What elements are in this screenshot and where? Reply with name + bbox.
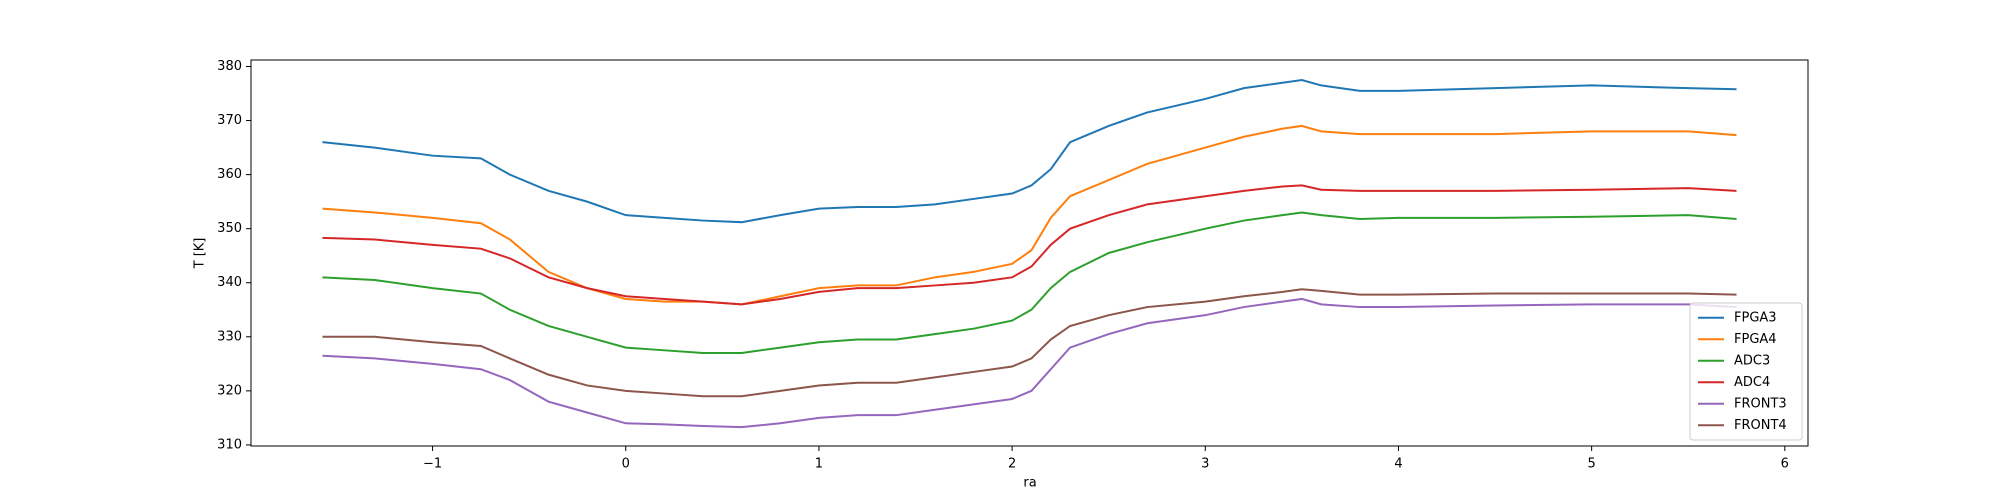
y-tick-label: 350 (217, 221, 242, 236)
legend-box (1689, 302, 1803, 441)
y-tick-label: 340 (217, 275, 242, 290)
legend-label: FRONT3 (1734, 396, 1787, 411)
series-line (322, 184, 1737, 306)
legend: FPGA3 FPGA4 ADC3 ADC4 FRONT3 FRONT4 (1689, 302, 1803, 441)
series-line (322, 211, 1737, 355)
x-tick-label: 5 (1588, 457, 1596, 472)
legend-label: FPGA3 (1734, 310, 1777, 325)
y-tick-label: 310 (217, 437, 242, 452)
y-tick-label: 360 (217, 167, 242, 182)
legend-label: FRONT4 (1734, 418, 1787, 433)
x-tick-label: 3 (1201, 457, 1209, 472)
x-tick-label: 1 (815, 457, 823, 472)
y-tick-label: 370 (217, 113, 242, 128)
plot-frame (250, 59, 1809, 447)
y-tick-label: 330 (217, 329, 242, 344)
x-tick-label: 4 (1394, 457, 1402, 472)
y-tick-label: 380 (217, 59, 242, 74)
x-tick-label: −1 (423, 457, 442, 472)
legend-label: ADC3 (1734, 353, 1770, 368)
legend-label: ADC4 (1734, 375, 1770, 390)
series-line (322, 297, 1737, 429)
y-axis-label: T [K] (193, 238, 208, 270)
series-line (322, 78, 1737, 224)
series-line (322, 124, 1737, 306)
x-tick-label: 6 (1781, 457, 1789, 472)
x-tick-label: 2 (1008, 457, 1016, 472)
y-tick-label: 320 (217, 383, 242, 398)
x-axis-label: ra (1023, 476, 1036, 491)
series-line (322, 288, 1737, 398)
x-tick-label: 0 (622, 457, 630, 472)
legend-label: FPGA4 (1734, 332, 1777, 347)
